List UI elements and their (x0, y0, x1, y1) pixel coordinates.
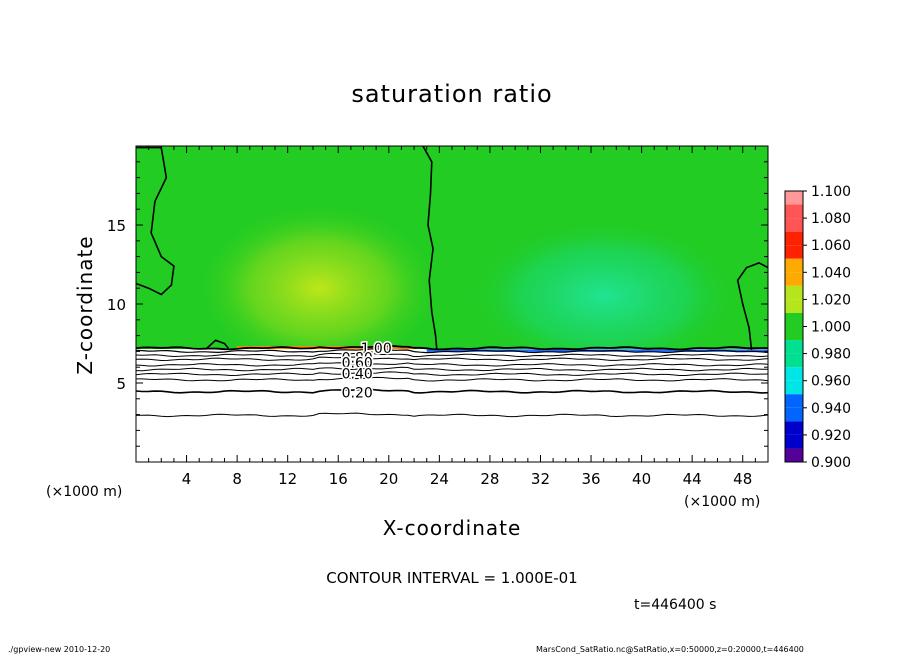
contour-line-unity (736, 262, 768, 350)
colorbar-swatch (785, 353, 803, 368)
colorbar-label: 1.080 (811, 211, 851, 227)
contour-line (136, 356, 768, 362)
y-axis: 5 10 15 (107, 145, 768, 463)
colorbar-swatch (785, 421, 803, 435)
contour-line (136, 344, 768, 351)
contour-label: 0.60 (342, 355, 373, 371)
colorbar-label: 0.920 (811, 428, 851, 444)
colorbar-swatch (785, 245, 803, 259)
contour-label: 0.40 (342, 367, 373, 383)
contour-label: 0.20 (342, 385, 373, 401)
y-tick-label: 15 (107, 217, 126, 235)
colorbar-label: 1.020 (811, 292, 851, 308)
colorbar-label: 1.100 (811, 184, 851, 200)
x-tick-label: 24 (430, 470, 449, 488)
contour-line (136, 412, 768, 418)
contour-line (136, 348, 768, 354)
cool-region (464, 217, 743, 376)
colorbar-label: 1.000 (811, 320, 851, 336)
footer-left: ./gpview-new 2010-12-20 (8, 645, 110, 654)
contour-interval: CONTOUR INTERVAL = 1.000E-01 (326, 569, 577, 587)
colorbar: 1.100 1.080 1.060 1.040 1.020 1.000 0.980 0.960… (784, 184, 851, 471)
y-axis-label: Z-coordinate (73, 235, 97, 374)
colorbar-swatch (785, 204, 803, 219)
warm-region (192, 201, 446, 376)
x-axis: 4 8 12 16 20 24 28 32 36 40 44 48 (135, 146, 769, 488)
contour-line (136, 388, 768, 394)
colorbar-swatch (785, 394, 803, 408)
colorbar-swatch (785, 272, 803, 286)
colorbar-swatch (785, 218, 803, 232)
x-tick-label: 40 (632, 470, 651, 488)
colorbar-swatch (785, 191, 803, 205)
y-tick-label: 10 (107, 296, 126, 314)
colorbar-label: 0.980 (811, 347, 851, 363)
x-tick-label: 20 (379, 470, 398, 488)
colorbar-label: 0.960 (811, 374, 851, 390)
x-axis-unit-left: (×1000 m) (46, 484, 122, 500)
x-tick-label: 8 (232, 470, 242, 488)
contour-line-unity (136, 146, 175, 296)
colorbar-swatch (785, 448, 803, 462)
colorbar-label: 1.060 (811, 238, 851, 254)
time-label: t=446400 s (634, 597, 716, 613)
colorbar-swatch (785, 367, 803, 381)
contour-line-unity (206, 339, 229, 349)
contour-line (136, 376, 768, 382)
colorbar-swatch (785, 312, 803, 327)
contour-line (136, 366, 768, 372)
colorbar-swatch (785, 258, 803, 273)
contour-label: 1.00 (361, 341, 392, 357)
contour-label: 0.80 (342, 351, 373, 367)
colorbar-label: 1.040 (811, 265, 851, 281)
subsaturated-zone (136, 349, 768, 462)
x-axis-unit-right: (×1000 m) (684, 494, 760, 510)
contour-line (136, 352, 768, 358)
chart-title: saturation ratio (351, 80, 552, 108)
x-tick-label: 16 (329, 470, 348, 488)
x-tick-label: 32 (531, 470, 550, 488)
x-tick-label: 4 (182, 470, 192, 488)
x-tick-label: 44 (683, 470, 702, 488)
colorbar-swatch (785, 231, 803, 246)
contour-line-unity (422, 146, 438, 350)
x-tick-label: 48 (733, 470, 752, 488)
contour-line (136, 362, 768, 367)
colorbar-swatch (785, 326, 803, 341)
y-tick-label: 5 (116, 375, 126, 393)
colorbar-label: 0.900 (811, 455, 851, 471)
contour-line (136, 371, 768, 377)
colorbar-swatch (785, 380, 803, 395)
colorbar-swatch (785, 434, 803, 449)
x-axis-label: X-coordinate (383, 516, 522, 540)
colorbar-swatch (785, 285, 803, 300)
x-tick-label: 36 (581, 470, 600, 488)
colorbar-swatch (785, 340, 803, 354)
plot-area: 1.000.800.600.40 0.20 (135, 145, 769, 463)
colorbar-swatch (785, 299, 803, 313)
x-tick-label: 12 (278, 470, 297, 488)
x-tick-label: 28 (480, 470, 499, 488)
colorbar-label: 0.940 (811, 401, 851, 417)
colorbar-swatch (785, 407, 803, 422)
footer-right: MarsCond_SatRatio.nc@SatRatio,x=0:50000,… (536, 645, 804, 654)
